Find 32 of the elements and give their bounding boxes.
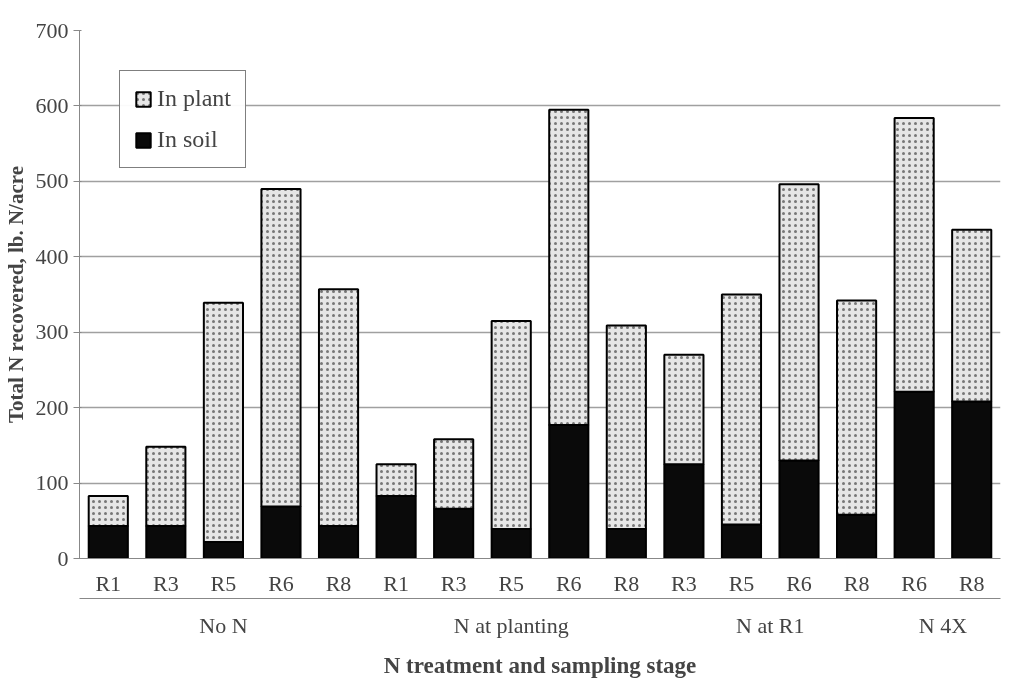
x-tick-label: R6 bbox=[901, 570, 928, 596]
text: No N bbox=[199, 612, 248, 638]
y-tick-label: 600 bbox=[35, 92, 69, 118]
x-tick-label: R5 bbox=[498, 570, 525, 596]
x-tick-label: R8 bbox=[958, 570, 985, 596]
x-axis-title: N treatment and sampling stage bbox=[383, 652, 697, 678]
legend-label: In soil bbox=[157, 126, 218, 153]
x-tick-label: R5 bbox=[728, 570, 755, 596]
text: N 4X bbox=[918, 612, 968, 638]
x-tick-label: R8 bbox=[613, 570, 640, 596]
x-tick-label: R3 bbox=[440, 570, 467, 596]
x-tick-label: R3 bbox=[153, 570, 179, 596]
x-tick-label: R6 bbox=[786, 570, 812, 596]
y-tick-label: 200 bbox=[35, 394, 69, 420]
y-tick-label: 700 bbox=[35, 17, 69, 43]
x-tick-label: R6 bbox=[555, 570, 582, 596]
y-tick-label: 300 bbox=[35, 319, 69, 345]
x-tick-label: R3 bbox=[671, 570, 697, 596]
y-tick-label: 500 bbox=[35, 168, 69, 194]
y-tick-label: 100 bbox=[35, 470, 69, 496]
y-tick-label: 400 bbox=[35, 243, 69, 269]
y-tick-label: 0 bbox=[57, 545, 69, 571]
text: N at planting bbox=[453, 612, 569, 638]
legend-label: In plant bbox=[157, 85, 231, 112]
x-tick-label: R8 bbox=[325, 570, 352, 596]
y-axis-title: Total N recovered, lb. N/acre bbox=[3, 165, 28, 424]
x-tick-label: R5 bbox=[210, 570, 237, 596]
x-tick-label: R8 bbox=[843, 570, 870, 596]
x-tick-label: R1 bbox=[383, 570, 409, 596]
x-tick-label: R1 bbox=[95, 570, 122, 596]
x-tick-label: R6 bbox=[268, 570, 294, 596]
text: N at R1 bbox=[736, 612, 805, 638]
